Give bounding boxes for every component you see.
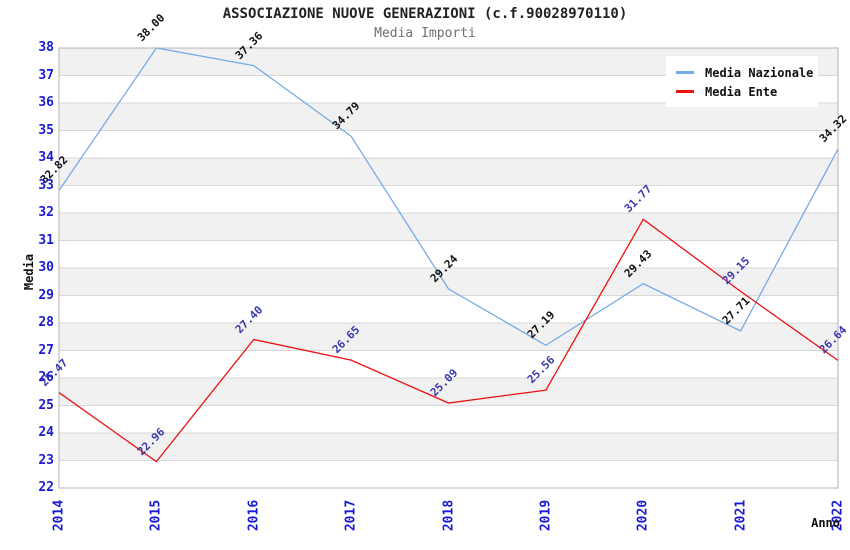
y-tick-24: 24 [38,425,54,440]
y-tick-22: 22 [38,480,54,495]
y-tick-36: 36 [38,95,54,110]
y-tick-28: 28 [38,315,54,330]
series-line-0 [58,47,839,347]
x-tick-2019: 2019 [538,499,554,532]
legend-item-0: Media Nazionale [676,63,813,82]
y-axis-label: Media [22,253,36,291]
y-tick-38: 38 [38,40,54,55]
x-axis-label: Anno [811,516,840,530]
legend-swatch-icon [676,71,694,74]
x-tick-2018: 2018 [441,499,456,532]
x-tick-2017: 2017 [343,499,359,532]
y-tick-25: 25 [38,397,54,413]
y-tick-33: 33 [38,177,54,193]
x-tick-2014: 2014 [51,499,67,532]
x-tick-2016: 2016 [246,499,262,532]
x-tick-2015: 2015 [148,499,164,532]
legend-item-1: Media Ente [676,82,808,101]
y-tick-32: 32 [38,205,54,220]
legend-swatch-icon [676,90,694,93]
y-tick-35: 35 [38,122,54,138]
y-tick-27: 27 [38,342,54,358]
chart-subtitle: Media Importi [374,26,476,41]
chart-title: ASSOCIAZIONE NUOVE GENERAZIONI (c.f.9002… [222,6,628,22]
x-tick-2021: 2021 [733,499,749,532]
legend: Media Nazionale Media Ente [666,56,818,107]
x-tick-2020: 2020 [635,499,651,532]
series-line-1 [58,218,839,463]
legend-label: Media Nazionale [705,65,814,80]
y-tick-37: 37 [38,67,54,83]
y-tick-30: 30 [38,260,54,275]
y-tick-34: 34 [38,150,54,165]
y-tick-23: 23 [38,452,54,468]
y-tick-26: 26 [38,370,54,385]
y-tick-29: 29 [38,287,54,303]
y-tick-31: 31 [38,232,54,248]
plot-border [58,47,839,489]
legend-label: Media Ente [705,84,778,99]
